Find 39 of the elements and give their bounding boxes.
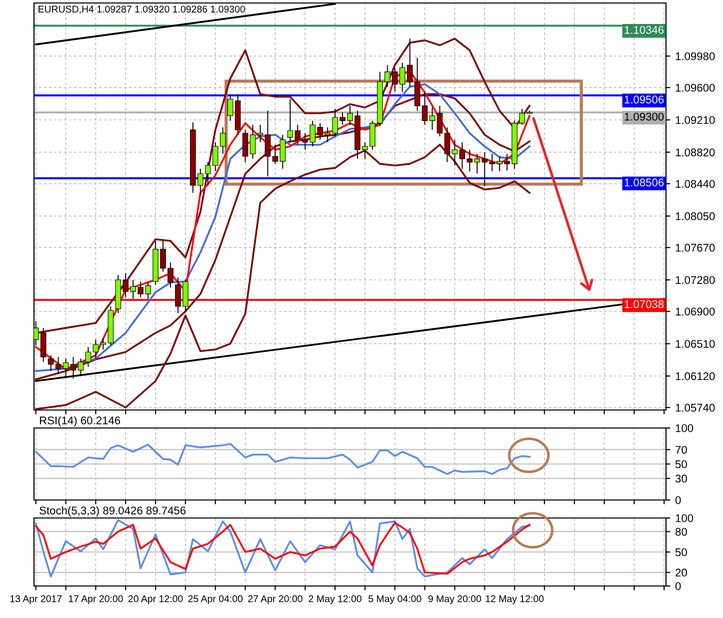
y-tick-label: 70 xyxy=(676,446,687,454)
y-tick-label: 1.09980 xyxy=(676,52,715,60)
ref-line-label: 1.09506 xyxy=(624,96,664,104)
ref-line-label: 1.10346 xyxy=(624,26,664,34)
ref-line-label: 1.08506 xyxy=(624,178,664,186)
x-tick-label: 17 Apr 20:00 xyxy=(68,595,123,604)
y-tick-label: 50 xyxy=(675,460,687,468)
x-tick-label: 12 May 12:00 xyxy=(486,595,544,604)
chart-title: Stoch(5,3,3) 89.0426 89.7456 xyxy=(40,506,186,517)
x-tick-label: 20 Apr 12:00 xyxy=(128,595,183,604)
x-tick-label: 2 May 12:00 xyxy=(308,595,362,604)
x-tick-label: 9 May 20:00 xyxy=(428,595,482,604)
y-tick-label: 1.05740 xyxy=(676,404,715,412)
y-tick-label: 1.07670 xyxy=(676,244,715,252)
y-tick-label: 30 xyxy=(675,474,687,483)
y-tick-label: 1.08440 xyxy=(676,180,715,188)
x-tick-label: 13 Apr 2017 xyxy=(10,595,62,604)
chart-title: EURUSD,H4 1.09287 1.09320 1.09286 1.09300 xyxy=(38,6,245,14)
y-tick-label: 0 xyxy=(675,582,681,590)
x-tick-label: 27 Apr 20:00 xyxy=(248,595,302,604)
y-tick-label: 0 xyxy=(675,496,681,504)
ref-line-label: 1.07038 xyxy=(624,300,664,308)
y-tick-label: 1.06510 xyxy=(676,340,715,348)
y-tick-label: 1.08820 xyxy=(676,148,715,156)
y-tick-label: 1.07280 xyxy=(676,276,715,284)
y-tick-label: 1.08050 xyxy=(676,212,715,220)
y-tick-label: 80 xyxy=(676,528,687,536)
ref-line-label: 1.09300 xyxy=(624,112,664,121)
y-tick-label: 100 xyxy=(676,514,694,522)
y-tick-label: 1.06900 xyxy=(676,308,715,316)
x-tick-label: 25 Apr 04:00 xyxy=(188,595,243,604)
y-tick-label: 1.06120 xyxy=(676,372,715,380)
y-tick-label: 100 xyxy=(676,424,694,432)
x-tick-label: 5 May 04:00 xyxy=(368,595,422,604)
y-tick-label: 1.09210 xyxy=(676,116,715,124)
y-tick-label: 20 xyxy=(676,568,687,577)
y-tick-label: 50 xyxy=(675,548,687,556)
chart-title: RSI(14) 60.2146 xyxy=(40,416,120,427)
y-tick-label: 1.09600 xyxy=(676,84,715,92)
